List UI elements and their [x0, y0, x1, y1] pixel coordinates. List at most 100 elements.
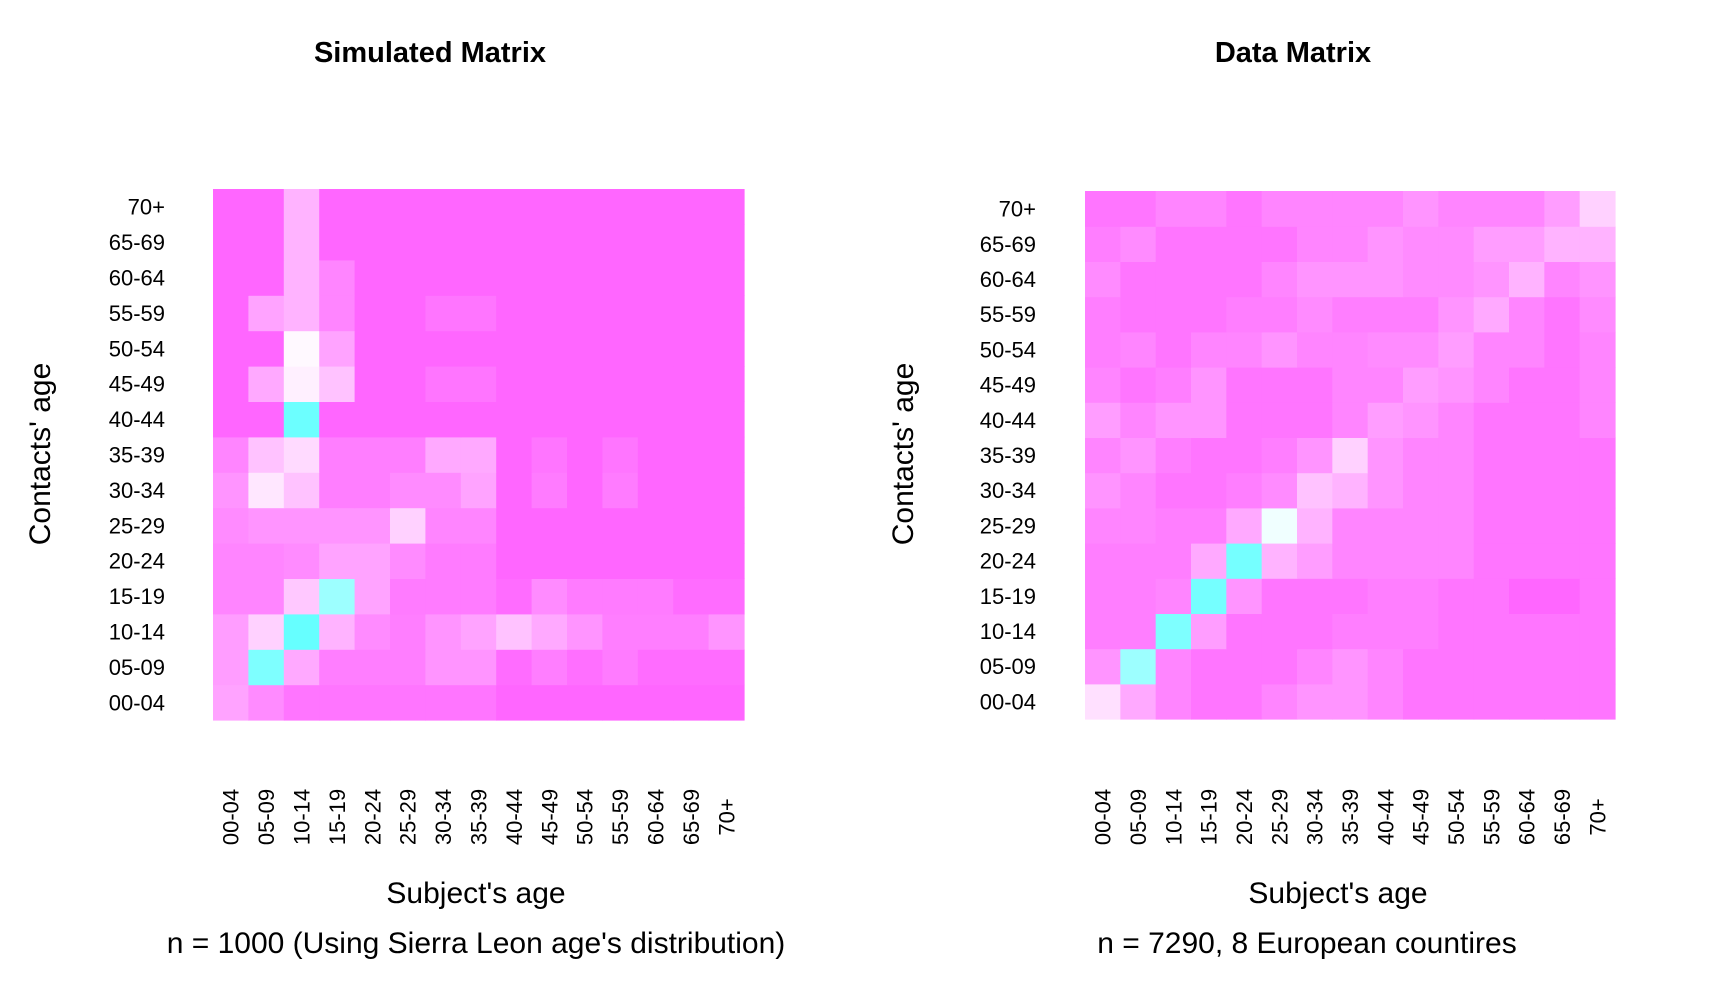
heatmap-cell — [1473, 578, 1510, 614]
heatmap-cell — [673, 543, 710, 579]
panel-data-matrix: Data Matrix Contacts' age Subject's age … — [887, 37, 1616, 960]
heatmap-cell — [1332, 191, 1369, 227]
heatmap-cell — [1226, 331, 1263, 368]
y-tick-label: 70+ — [128, 195, 165, 220]
heatmap-cell — [1191, 683, 1227, 720]
heatmap-cell — [708, 259, 745, 296]
heatmap-cell — [1120, 437, 1157, 474]
heatmap-cell — [1085, 578, 1121, 614]
heatmap-cell — [567, 366, 603, 402]
heatmap-cell — [1226, 507, 1263, 544]
heatmap-cell — [283, 224, 320, 261]
heatmap-cell — [283, 366, 320, 402]
heatmap-cell — [673, 330, 710, 367]
x-tick-label: 25-29 — [396, 789, 421, 845]
heatmap-cell — [1261, 226, 1298, 262]
heatmap-cell — [1085, 648, 1121, 685]
heatmap-cell — [1403, 683, 1439, 720]
heatmap-cell — [1438, 191, 1475, 227]
heatmap-cell — [1261, 472, 1298, 509]
heatmap-cell — [283, 436, 320, 473]
heatmap-cell — [673, 259, 710, 296]
heatmap-cell — [319, 259, 356, 296]
heatmap-cell — [319, 189, 356, 225]
heatmap-cell — [708, 649, 745, 686]
heatmap-cell — [213, 578, 249, 615]
heatmap-cell — [673, 649, 710, 686]
y-tick-label: 35-39 — [980, 443, 1036, 468]
heatmap-cell — [637, 613, 674, 650]
heatmap-cell — [1155, 226, 1192, 262]
heatmap-cell — [1473, 402, 1510, 438]
heatmap-cell — [1473, 367, 1510, 403]
heatmap-cell — [1403, 402, 1439, 438]
heatmap-cell — [319, 613, 356, 650]
heatmap-cell — [531, 401, 568, 438]
heatmap-cell — [319, 436, 356, 473]
heatmap-cell — [248, 366, 285, 402]
heatmap-cell — [531, 684, 568, 721]
x-tick-labels: 00-04 05-09 10-14 15-19 20-24 25-29 30-34 35-39… — [1091, 789, 1611, 845]
heatmap-cell — [283, 684, 320, 721]
y-tick-label: 60-64 — [980, 267, 1036, 292]
heatmap-cell — [1403, 261, 1439, 298]
heatmap-cells — [213, 189, 745, 721]
heatmap-cell — [1579, 402, 1616, 438]
heatmap-cell — [425, 330, 462, 367]
heatmap-cell — [1367, 613, 1404, 650]
heatmap-cell — [1332, 543, 1369, 579]
heatmap-cell — [460, 649, 497, 686]
heatmap-cell — [283, 613, 320, 650]
y-tick-label: 20-24 — [980, 549, 1036, 574]
y-tick-label: 55-59 — [109, 301, 165, 326]
heatmap-cell — [1226, 226, 1263, 262]
heatmap-cell — [460, 330, 497, 367]
heatmap-cell — [1191, 367, 1227, 403]
heatmap-cell — [637, 366, 674, 402]
heatmap-cell — [1473, 543, 1510, 579]
y-tick-label: 15-19 — [980, 584, 1036, 609]
heatmap-cell — [319, 330, 356, 367]
y-tick-label: 20-24 — [109, 549, 165, 574]
x-tick-label: 05-09 — [1126, 789, 1151, 845]
heatmap-cells — [1085, 191, 1616, 720]
heatmap-cell — [567, 295, 603, 332]
y-axis-label: Contacts' age — [24, 363, 57, 546]
heatmap-cell — [1544, 191, 1581, 227]
heatmap-cell — [531, 189, 568, 225]
heatmap-cell — [637, 436, 674, 473]
heatmap-cell — [390, 436, 426, 473]
heatmap-cell — [567, 543, 603, 579]
heatmap-cell — [248, 543, 285, 579]
heatmap-cell — [1579, 648, 1616, 685]
heatmap-cell — [708, 436, 745, 473]
heatmap-cell — [460, 401, 497, 438]
y-tick-label: 40-44 — [980, 408, 1036, 433]
heatmap-cell — [425, 578, 462, 615]
heatmap-cell — [1226, 613, 1263, 650]
heatmap-cell — [531, 472, 568, 509]
heatmap-cell — [531, 295, 568, 332]
x-tick-label: 60-64 — [644, 789, 669, 845]
heatmap-cell — [213, 224, 249, 261]
heatmap-cell — [1509, 226, 1545, 262]
heatmap-cell — [283, 401, 320, 438]
heatmap-cell — [496, 295, 533, 332]
heatmap-cell — [1509, 683, 1545, 720]
heatmap-cell — [1509, 543, 1545, 579]
y-tick-labels: 00-04 05-09 10-14 15-19 20-24 25-29 30-34 35-39… — [109, 195, 165, 716]
heatmap-cell — [248, 259, 285, 296]
heatmap-cell — [1403, 296, 1439, 333]
y-tick-label: 10-14 — [980, 619, 1036, 644]
heatmap-cell — [460, 578, 497, 615]
heatmap-cell — [708, 684, 745, 721]
heatmap-cell — [248, 578, 285, 615]
heatmap-cell — [602, 224, 639, 261]
heatmap-cell — [637, 259, 674, 296]
x-axis-label: Subject's age — [1248, 877, 1427, 910]
heatmap-cell — [460, 366, 497, 402]
heatmap-cell — [1579, 578, 1616, 614]
heatmap-cell — [1509, 648, 1545, 685]
heatmap-cell — [567, 578, 603, 615]
x-tick-label: 25-29 — [1267, 789, 1292, 845]
